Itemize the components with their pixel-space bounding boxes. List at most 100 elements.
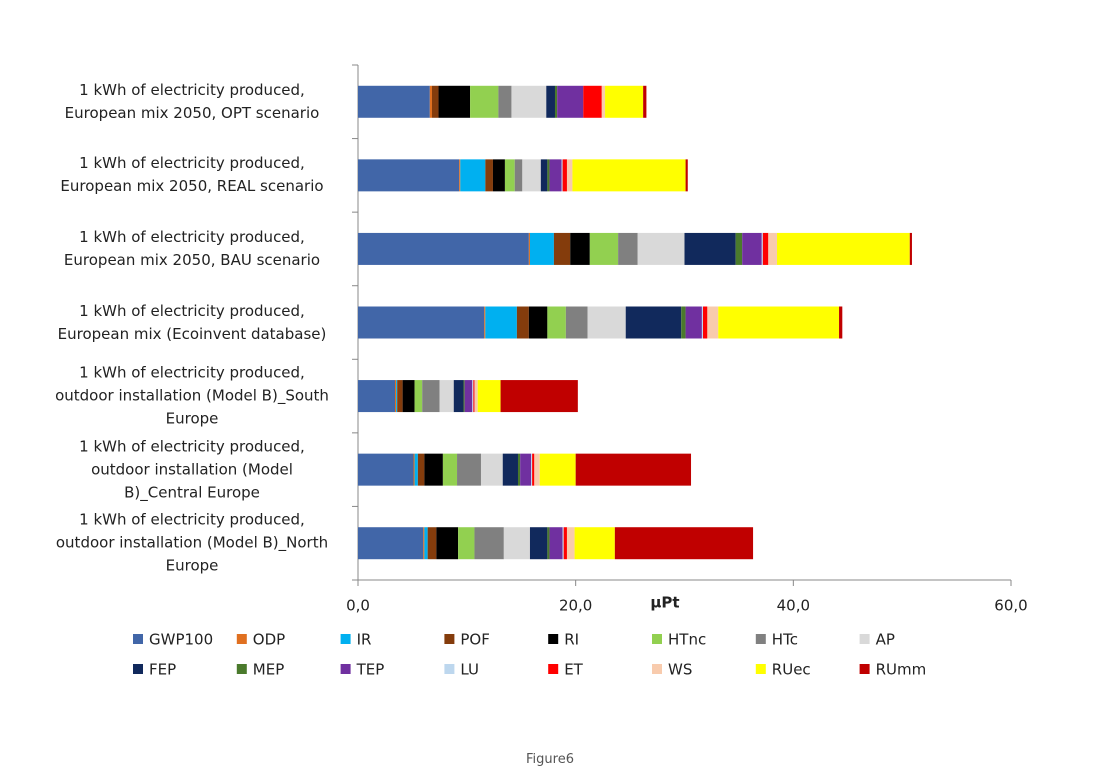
bar-segment — [565, 306, 588, 339]
bar-segment — [358, 159, 460, 192]
bar-segment — [511, 85, 547, 118]
bar-segment — [735, 232, 743, 265]
bar-segment — [520, 453, 532, 486]
bar-segment — [514, 159, 523, 192]
x-axis-label: µPt — [650, 594, 679, 612]
y-tick-label: 1 kWh of electricity produced, European … — [57, 301, 327, 343]
bar-segment — [681, 306, 686, 339]
bar-segment — [460, 159, 486, 192]
bar-segment — [432, 85, 439, 118]
bar-segment — [473, 380, 475, 413]
bar-segment — [423, 527, 425, 560]
bar-segment — [358, 232, 529, 265]
y-tick-label: 1 kWh of electricity produced, outdoor i… — [55, 363, 329, 428]
legend-swatch — [444, 634, 455, 644]
legend-swatch — [340, 634, 351, 644]
bar-segment — [684, 232, 736, 265]
bar-segment — [909, 232, 912, 265]
bar-segment — [358, 453, 414, 486]
legend-swatch — [236, 634, 247, 644]
bar-segment — [574, 527, 615, 560]
bar-segment — [777, 232, 910, 265]
bar-segment — [504, 159, 515, 192]
x-tick-label: 20,0 — [559, 597, 592, 615]
bar-segment — [761, 232, 763, 265]
legend-label: IR — [357, 631, 372, 649]
bar-segment — [539, 453, 576, 486]
bar-segment — [414, 380, 423, 413]
legend-swatch — [859, 634, 870, 644]
bar-segment — [618, 232, 638, 265]
bar-segment — [453, 380, 464, 413]
legend-label: GWP100 — [149, 631, 213, 649]
bar-segment — [762, 232, 769, 265]
bar-segment — [601, 85, 606, 118]
legend-swatch — [133, 634, 143, 644]
bar-segment — [562, 527, 564, 560]
bar-segment — [701, 306, 704, 339]
bar-segment — [589, 232, 619, 265]
bar-segment — [522, 159, 541, 192]
x-tick-label: 60,0 — [994, 597, 1027, 615]
bar-segment — [549, 159, 562, 192]
legend-label: WS — [668, 661, 692, 679]
bar-segment — [547, 306, 566, 339]
bar-segment — [583, 85, 602, 118]
bar-segment — [566, 159, 573, 192]
legend-swatch — [755, 664, 766, 674]
y-tick-label: 1 kWh of electricity produced, European … — [63, 227, 321, 269]
legend-label: FEP — [149, 661, 176, 679]
bar-segment — [458, 527, 475, 560]
bar-segment — [839, 306, 843, 339]
bar-segment — [500, 380, 578, 413]
legend-swatch — [652, 634, 662, 644]
bar-segment — [570, 232, 590, 265]
bar-segment — [528, 232, 530, 265]
bar-segment — [358, 527, 424, 560]
bar-segment — [397, 380, 403, 413]
y-tick-label: 1 kWh of electricity produced, outdoor i… — [79, 437, 305, 502]
bar-segment — [424, 527, 428, 560]
bar-segment — [474, 380, 478, 413]
bar-segment — [529, 527, 548, 560]
bar-segment — [528, 306, 548, 339]
bar-segment — [439, 380, 454, 413]
bar-segment — [414, 453, 418, 486]
bar-segment — [463, 380, 465, 413]
legend-swatch — [652, 664, 662, 674]
bar-segment — [529, 232, 554, 265]
bar-segment — [572, 159, 686, 192]
bar-segment — [540, 159, 548, 192]
bar-segment — [358, 306, 485, 339]
legend-label: ET — [564, 661, 583, 679]
bar-segment — [427, 527, 437, 560]
x-tick-label: 0,0 — [346, 597, 370, 615]
bar-segment — [459, 159, 461, 192]
bar-segment — [396, 380, 398, 413]
y-tick-label: 1 kWh of electricity produced, outdoor i… — [55, 510, 329, 575]
bar-segment — [546, 85, 555, 118]
bar-segment — [485, 159, 493, 192]
bar-segment — [561, 159, 563, 192]
bar-segment — [502, 453, 518, 486]
bar-segment — [517, 453, 521, 486]
legend-label: TEP — [356, 661, 385, 679]
legend-label: HTnc — [668, 631, 706, 649]
x-tick-label: 40,0 — [777, 597, 810, 615]
bar-segment — [685, 306, 702, 339]
y-tick-label: 1 kWh of electricity produced, European … — [60, 154, 324, 196]
bar-segment — [395, 380, 397, 413]
bar-segment — [429, 85, 433, 118]
legend-swatch — [340, 664, 351, 674]
legend-label: HTc — [772, 631, 798, 649]
bar-segment — [575, 453, 692, 486]
legend-label: AP — [876, 631, 895, 649]
bar-segment — [562, 159, 567, 192]
bar-segment — [424, 453, 443, 486]
bar-segment — [422, 380, 440, 413]
bar-segment — [547, 159, 550, 192]
legend-swatch — [755, 634, 766, 644]
bar-segment — [484, 306, 486, 339]
bar-segment — [637, 232, 685, 265]
